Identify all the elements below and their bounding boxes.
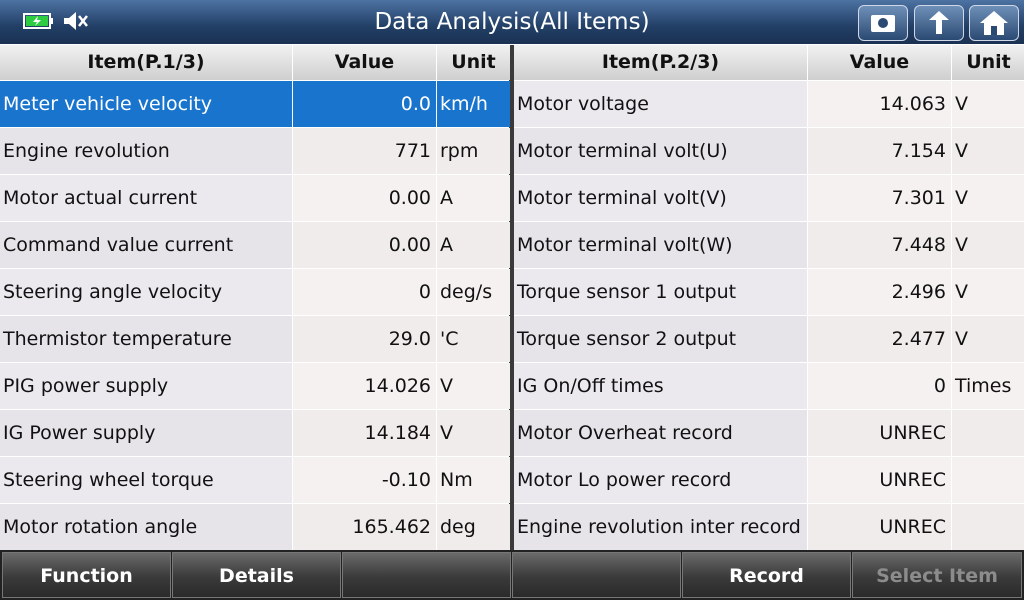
value-cell[interactable]: 29.0 [293,316,436,362]
value-cell[interactable]: UNREC [808,410,951,456]
value-cell[interactable]: 165.462 [293,504,436,550]
back-button[interactable] [914,5,964,41]
unit-cell[interactable]: Times [952,363,1024,409]
unit-cell[interactable]: deg [437,504,510,550]
column-header: Value [293,45,436,80]
unit-cell[interactable]: A [437,175,510,221]
value-cell[interactable]: -0.10 [293,457,436,503]
item-cell[interactable]: Motor terminal volt(U) [514,128,807,174]
unit-cell[interactable]: V [952,175,1024,221]
screenshot-button[interactable] [858,5,908,41]
column-header: Value [808,45,951,80]
value-cell[interactable]: UNREC [808,457,951,503]
item-cell[interactable]: Torque sensor 1 output [514,269,807,315]
item-cell[interactable]: IG Power supply [0,410,292,456]
value-cell[interactable]: 14.063 [808,81,951,127]
function-button[interactable]: Function [2,552,171,598]
item-cell[interactable]: Motor actual current [0,175,292,221]
column-header: Unit [437,45,510,80]
record-button[interactable]: Record [682,552,851,598]
title: Data Analysis(All Items) [374,9,650,35]
value-cell[interactable]: 0.00 [293,175,436,221]
item-cell[interactable]: Motor Lo power record [514,457,807,503]
unit-cell[interactable]: V [437,363,510,409]
item-cell[interactable]: Motor terminal volt(W) [514,222,807,268]
unit-cell[interactable]: 'C [437,316,510,362]
unit-cell[interactable]: V [952,128,1024,174]
item-cell[interactable]: Torque sensor 2 output [514,316,807,362]
item-cell[interactable]: Engine revolution inter record [514,504,807,550]
unit-cell[interactable]: rpm [437,128,510,174]
item-cell[interactable]: Motor rotation angle [0,504,292,550]
unit-cell[interactable]: Nm [437,457,510,503]
status-icons [23,12,88,30]
item-cell[interactable]: Steering wheel torque [0,457,292,503]
bottom-bar: Function Details Record Select Item [0,550,1024,600]
value-cell[interactable]: 0 [808,363,951,409]
empty-button [342,552,511,598]
item-cell[interactable]: Motor voltage [514,81,807,127]
home-button[interactable] [969,5,1019,41]
unit-cell[interactable]: V [952,222,1024,268]
title-bar: Data Analysis(All Items) [0,0,1024,44]
unit-cell[interactable]: V [952,81,1024,127]
unit-cell[interactable]: km/h [437,81,510,127]
empty-button [512,552,681,598]
table-divider [509,45,514,550]
unit-cell[interactable] [952,410,1024,456]
details-button[interactable]: Details [172,552,341,598]
value-cell[interactable]: 2.496 [808,269,951,315]
value-cell[interactable]: UNREC [808,504,951,550]
value-cell[interactable]: 14.026 [293,363,436,409]
unit-cell[interactable]: V [952,269,1024,315]
value-cell[interactable]: 7.154 [808,128,951,174]
item-cell[interactable]: Engine revolution [0,128,292,174]
value-cell[interactable]: 0 [293,269,436,315]
item-cell[interactable]: Motor Overheat record [514,410,807,456]
select-item-button: Select Item [852,552,1022,598]
unit-cell[interactable] [952,457,1024,503]
item-cell[interactable]: IG On/Off times [514,363,807,409]
unit-cell[interactable]: A [437,222,510,268]
item-cell[interactable]: PIG power supply [0,363,292,409]
item-cell[interactable]: Motor terminal volt(V) [514,175,807,221]
value-cell[interactable]: 2.477 [808,316,951,362]
value-cell[interactable]: 0.0 [293,81,436,127]
item-cell[interactable]: Steering angle velocity [0,269,292,315]
item-cell[interactable]: Meter vehicle velocity [0,81,292,127]
value-cell[interactable]: 7.301 [808,175,951,221]
value-cell[interactable]: 0.00 [293,222,436,268]
unit-cell[interactable]: deg/s [437,269,510,315]
item-cell[interactable]: Command value current [0,222,292,268]
unit-cell[interactable] [952,504,1024,550]
unit-cell[interactable]: V [952,316,1024,362]
value-cell[interactable]: 14.184 [293,410,436,456]
column-header: Unit [952,45,1024,80]
unit-cell[interactable]: V [437,410,510,456]
column-header: Item(P.1/3) [0,45,292,80]
column-header: Item(P.2/3) [514,45,807,80]
value-cell[interactable]: 771 [293,128,436,174]
item-cell[interactable]: Thermistor temperature [0,316,292,362]
value-cell[interactable]: 7.448 [808,222,951,268]
